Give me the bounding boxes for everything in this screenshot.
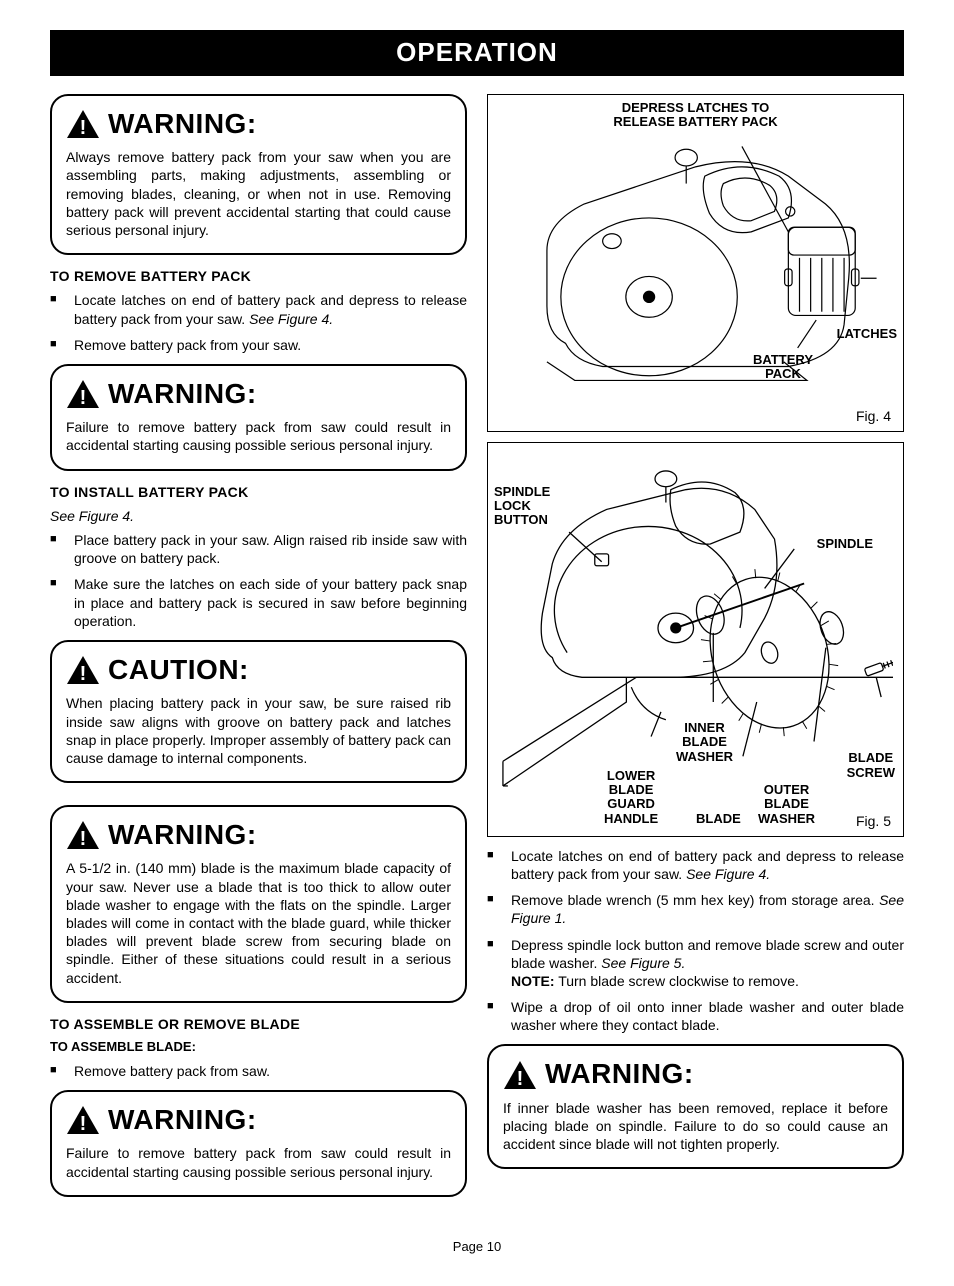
warning-title: WARNING: <box>545 1056 694 1092</box>
list-item: Depress spindle lock button and remove b… <box>505 936 904 991</box>
fig4-battery-callout: BATTERYPACK <box>753 353 813 382</box>
fig5-lower-guard-callout: LOWERBLADEGUARDHANDLE <box>604 769 658 826</box>
page-number: Page 10 <box>50 1239 904 1256</box>
caution-title: CAUTION: <box>108 652 249 688</box>
warning-box-3: ! WARNING: A 5-1/2 in. (140 mm) blade is… <box>50 805 467 1003</box>
warning-icon: ! <box>66 109 100 139</box>
fig5-label: Fig. 5 <box>856 812 891 830</box>
fig4-label: Fig. 4 <box>856 407 891 425</box>
warning-icon: ! <box>66 379 100 409</box>
right-instruction-list: Locate latches on end of battery pack an… <box>487 847 904 1035</box>
caution-box: ! CAUTION: When placing battery pack in … <box>50 640 467 783</box>
svg-text:!: ! <box>80 663 87 685</box>
warning-title: WARNING: <box>108 1102 257 1138</box>
install-battery-list: Place battery pack in your saw. Align ra… <box>50 531 467 630</box>
assemble-list: Remove battery pack from saw. <box>50 1062 467 1080</box>
fig4-drawing <box>498 139 893 399</box>
warning-title: WARNING: <box>108 817 257 853</box>
two-column-layout: ! WARNING: Always remove battery pack fr… <box>50 94 904 1209</box>
fig5-blade-callout: BLADE <box>696 812 741 826</box>
warning-body: Failure to remove battery pack from saw … <box>66 418 451 454</box>
fig5-inner-washer-callout: INNERBLADEWASHER <box>676 721 733 764</box>
figure-reference: See Figure 4. <box>50 507 467 525</box>
assemble-remove-heading: TO ASSEMBLE OR REMOVE BLADE <box>50 1015 467 1033</box>
caution-icon: ! <box>66 655 100 685</box>
svg-text:!: ! <box>80 828 87 850</box>
list-item: Wipe a drop of oil onto inner blade wash… <box>505 998 904 1034</box>
warning-title: WARNING: <box>108 106 257 142</box>
warning-box-5: ! WARNING: If inner blade washer has bee… <box>487 1044 904 1169</box>
fig5-spindle-lock-callout: SPINDLELOCKBUTTON <box>494 485 550 528</box>
warning-icon: ! <box>503 1060 537 1090</box>
warning-body: Failure to remove battery pack from saw … <box>66 1144 451 1180</box>
install-battery-heading: TO INSTALL BATTERY PACK <box>50 483 467 501</box>
fig4-top-callout: DEPRESS LATCHES TORELEASE BATTERY PACK <box>488 101 903 130</box>
list-item: Locate latches on end of battery pack an… <box>505 847 904 883</box>
warning-box-2: ! WARNING: Failure to remove battery pac… <box>50 364 467 471</box>
svg-text:!: ! <box>80 1113 87 1135</box>
svg-text:!: ! <box>80 387 87 409</box>
remove-battery-list: Locate latches on end of battery pack an… <box>50 291 467 354</box>
warning-box-1: ! WARNING: Always remove battery pack fr… <box>50 94 467 255</box>
fig4-latches-callout: LATCHES <box>837 327 897 341</box>
figure-4-box: DEPRESS LATCHES TORELEASE BATTERY PACK <box>487 94 904 432</box>
list-item: Remove blade wrench (5 mm hex key) from … <box>505 891 904 927</box>
svg-text:!: ! <box>517 1068 524 1090</box>
assemble-subheading: TO ASSEMBLE BLADE: <box>50 1039 467 1056</box>
warning-icon: ! <box>66 820 100 850</box>
warning-body: A 5-1/2 in. (140 mm) blade is the maximu… <box>66 859 451 986</box>
svg-text:!: ! <box>80 117 87 139</box>
left-column: ! WARNING: Always remove battery pack fr… <box>50 94 467 1209</box>
warning-box-4: ! WARNING: Failure to remove battery pac… <box>50 1090 467 1197</box>
list-item: Place battery pack in your saw. Align ra… <box>68 531 467 567</box>
section-header: OPERATION <box>50 30 904 76</box>
list-item: Remove battery pack from saw. <box>68 1062 467 1080</box>
fig5-outer-washer-callout: OUTERBLADEWASHER <box>758 783 815 826</box>
list-item: Locate latches on end of battery pack an… <box>68 291 467 327</box>
fig5-spindle-callout: SPINDLE <box>817 537 873 551</box>
warning-body: If inner blade washer has been removed, … <box>503 1099 888 1154</box>
caution-body: When placing battery pack in your saw, b… <box>66 694 451 767</box>
list-item: Remove battery pack from your saw. <box>68 336 467 354</box>
right-column: DEPRESS LATCHES TORELEASE BATTERY PACK <box>487 94 904 1209</box>
figure-5-box: SPINDLELOCKBUTTON SPINDLE <box>487 442 904 837</box>
fig5-blade-screw-callout: BLADESCREW <box>847 751 895 780</box>
list-item: Make sure the latches on each side of yo… <box>68 575 467 630</box>
warning-icon: ! <box>66 1105 100 1135</box>
warning-body: Always remove battery pack from your saw… <box>66 148 451 239</box>
remove-battery-heading: TO REMOVE BATTERY PACK <box>50 267 467 285</box>
warning-title: WARNING: <box>108 376 257 412</box>
